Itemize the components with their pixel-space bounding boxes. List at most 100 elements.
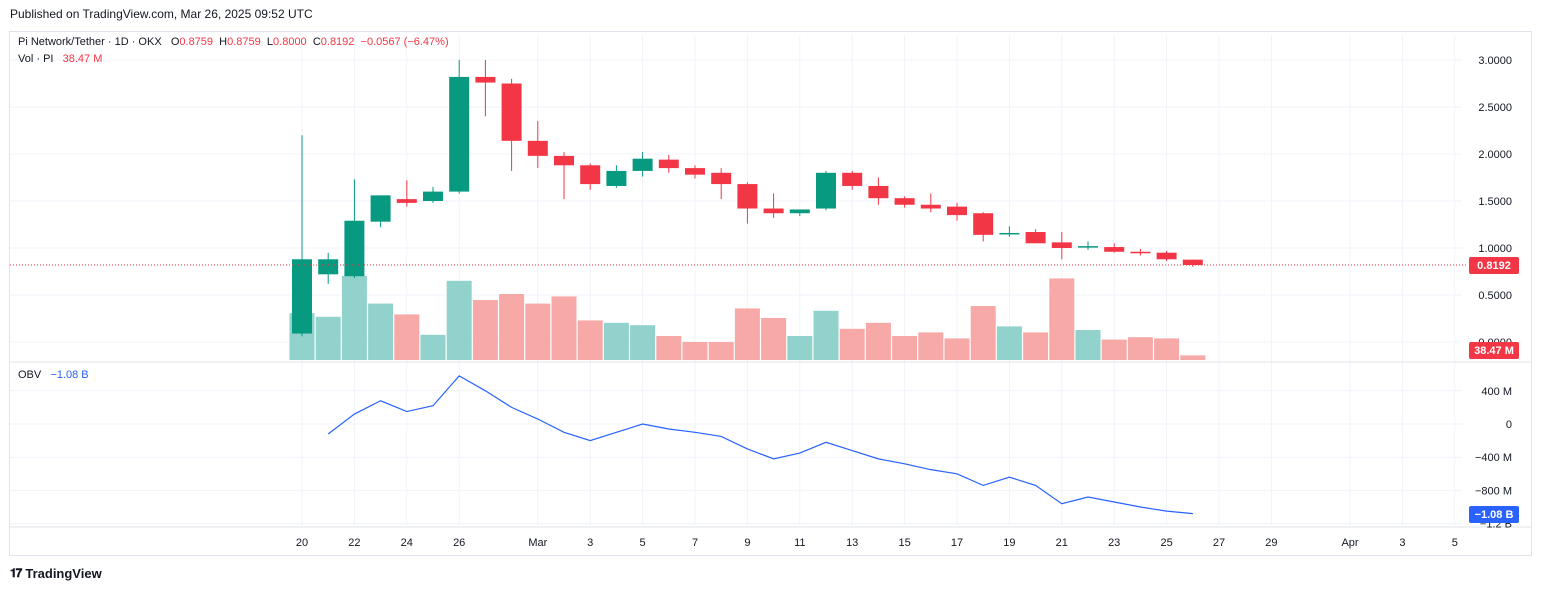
candle-body [842, 172, 863, 186]
volume-badge-bg [1469, 342, 1519, 359]
time-tick-label: 9 [744, 537, 750, 549]
candle-body [947, 206, 967, 216]
close-value: 0.8192 [320, 36, 355, 48]
volume-bar [499, 294, 525, 360]
volume-value: 38.47 M [62, 53, 103, 65]
price-tick-label: 2.0000 [1478, 149, 1512, 161]
candle-body [449, 76, 470, 192]
time-tick-label: 29 [1265, 537, 1277, 549]
time-tick-label: 19 [1003, 537, 1015, 549]
volume-bar [1101, 339, 1127, 360]
volume-bar [865, 322, 891, 360]
obv-label[interactable]: OBV [18, 369, 42, 381]
obv-badge: −1.08 B [1475, 509, 1514, 521]
last-price-badge: 0.8192 [1477, 260, 1511, 272]
time-tick-label: 13 [846, 537, 858, 549]
volume-bar [446, 280, 472, 360]
volume-bar [1049, 278, 1075, 360]
candle-body [658, 159, 679, 169]
volume-label[interactable]: Vol · PI [18, 53, 54, 65]
candle-body [580, 165, 601, 185]
candle-body [501, 83, 522, 141]
time-tick-label: 27 [1213, 537, 1225, 549]
symbol-title[interactable]: Pi Network/Tether · 1D · OKX [18, 36, 162, 48]
volume-bar [682, 342, 708, 360]
obv-tick-label: 0 [1506, 419, 1512, 431]
obv-tick-label: 400 M [1481, 386, 1512, 398]
volume-bar [970, 306, 996, 360]
candle-body [685, 168, 705, 175]
chart-frame [9, 31, 1532, 556]
candle-body [527, 140, 548, 156]
candle-body [1130, 251, 1151, 254]
volume-bar [813, 310, 839, 360]
low-label: L [266, 36, 274, 48]
last-price-badge-bg [1469, 256, 1519, 274]
volume-bar [368, 303, 394, 360]
candle-body [789, 209, 810, 214]
time-tick-label: 17 [951, 537, 963, 549]
footer-brand[interactable]: 𝟏𝟕 TradingView [10, 566, 102, 581]
volume-bar [472, 300, 498, 360]
candle-body [1182, 259, 1203, 265]
obv-tick-label: −800 M [1475, 485, 1512, 497]
time-tick-label: 5 [1452, 537, 1458, 549]
time-tick-label: Mar [528, 537, 547, 549]
candle-body [1051, 242, 1072, 248]
volume-legend: Vol · PI 38.47 M [18, 53, 102, 65]
volume-bar [341, 276, 367, 360]
volume-bar [918, 332, 944, 360]
volume-bar [944, 338, 970, 360]
footer-brand-text: TradingView [25, 566, 102, 581]
time-tick-label: 7 [692, 537, 698, 549]
time-tick-label: 22 [348, 537, 360, 549]
volume-bar [603, 322, 629, 360]
volume-bar [839, 328, 865, 360]
price-tick-label: 1.0000 [1478, 243, 1512, 255]
candle-body [1156, 252, 1177, 260]
close-label: C [312, 36, 321, 48]
tradingview-logo-icon: 𝟏𝟕 [10, 566, 22, 580]
volume-bar [708, 342, 734, 360]
volume-bar [420, 334, 446, 360]
price-tick-label: 2.5000 [1478, 102, 1512, 114]
volume-bar [577, 320, 603, 360]
candle-body [894, 198, 915, 205]
price-tick-label: 0.5000 [1478, 290, 1512, 302]
obv-value: −1.08 B [50, 369, 89, 381]
volume-bar [551, 296, 577, 360]
price-legend: Pi Network/Tether · 1D · OKX O0.8759 H0.… [18, 36, 449, 48]
obv-legend: OBV −1.08 B [18, 369, 89, 381]
volume-bar [315, 316, 341, 360]
time-tick-label: 25 [1160, 537, 1172, 549]
change-value: −0.0567 (−6.47%) [360, 36, 449, 48]
volume-bar [394, 314, 420, 360]
open-label: O [170, 36, 180, 48]
volume-bar [1127, 337, 1153, 360]
candle-body [816, 172, 836, 209]
time-tick-label: 3 [1399, 537, 1405, 549]
candle-body [606, 170, 627, 186]
obv-badge-bg [1469, 506, 1519, 523]
published-caption: Published on TradingView.com, Mar 26, 20… [10, 7, 313, 21]
price-tick-label: 1.5000 [1478, 196, 1512, 208]
candle-body [763, 208, 784, 214]
volume-bar [787, 336, 813, 360]
price-tick-label: 3.0000 [1478, 55, 1512, 67]
candle-body [973, 213, 994, 235]
candle-body [632, 158, 653, 171]
volume-bar [656, 336, 682, 360]
time-tick-label: 20 [296, 537, 308, 549]
volume-bar [1180, 355, 1206, 360]
candle-body [999, 232, 1020, 235]
candle-body [920, 204, 941, 209]
volume-bar [630, 325, 656, 360]
candle-body [1025, 232, 1046, 244]
open-value: 0.8759 [179, 36, 214, 48]
candle-body [1104, 247, 1125, 252]
candle-body [1078, 246, 1098, 248]
volume-bar [892, 336, 918, 360]
volume-bar [1023, 332, 1049, 360]
time-tick-label: 26 [453, 537, 465, 549]
